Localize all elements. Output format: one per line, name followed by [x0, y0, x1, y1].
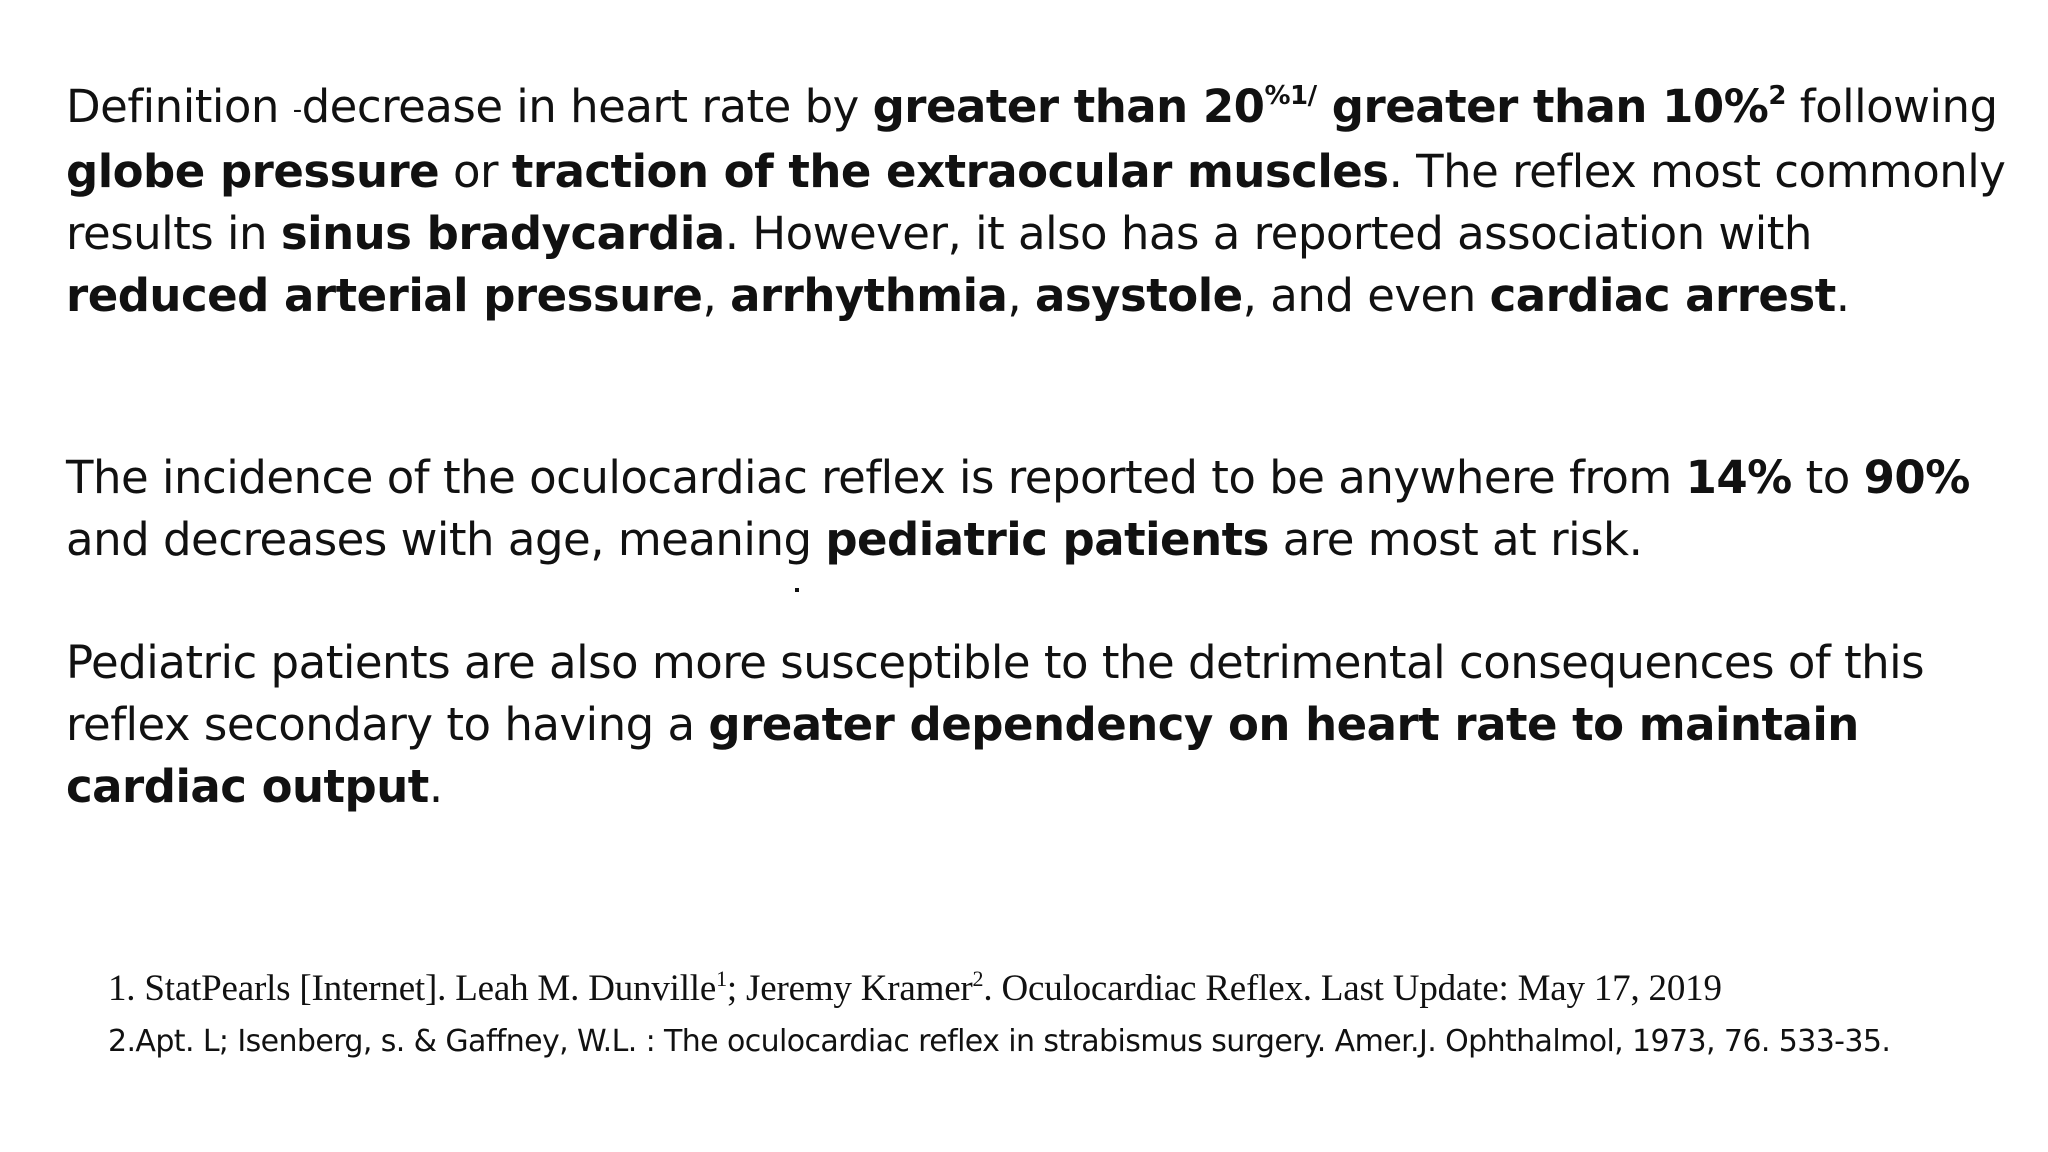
incidence-paragraph: The incidence of the oculocardiac reflex… — [66, 447, 2006, 571]
emphasis: arrhythmia — [730, 269, 1008, 322]
text-run: . — [1835, 269, 1850, 322]
text-run: 1. StatPearls [Internet]. Leah M. Dunvil… — [108, 968, 717, 1009]
reference-2: 2.Apt. L; Isenberg, s. & Gaffney, W.L. :… — [108, 1024, 1891, 1059]
emphasis: cardiac arrest — [1489, 269, 1837, 322]
text-run: . — [428, 760, 443, 813]
reference-1: 1. StatPearls [Internet]. Leah M. Dunvil… — [108, 964, 2028, 1014]
emphasis: pediatric patients — [825, 513, 1269, 566]
text-run: . However, it also has a reported associ… — [724, 207, 1813, 260]
text-run: following — [1785, 80, 1998, 133]
text-run: or — [439, 145, 512, 198]
text-run: and decreases with age, meaning — [66, 513, 826, 566]
text-run: decrease in heart rate by — [301, 80, 873, 133]
superscript: 1 — [716, 966, 727, 991]
text-run: , and even — [1242, 269, 1490, 322]
text-run: . Oculocardiac Reflex. Last Update: May … — [983, 968, 1722, 1009]
superscript: 2 — [972, 966, 984, 991]
superscript: %1/ — [1264, 81, 1318, 111]
emphasis: sinus bradycardia — [280, 207, 725, 260]
text-run: Pediatric patients are also more suscept… — [66, 636, 1925, 751]
text-run: ; Jeremy Kramer — [726, 968, 973, 1009]
emphasis: traction of the extraocular muscles — [511, 145, 1389, 198]
emphasis: greater dependency on heart rate to main… — [66, 698, 1859, 813]
text-run: Definition — [66, 80, 293, 133]
text-run: The incidence of the oculocardiac reflex… — [66, 451, 1686, 504]
references: 1. StatPearls [Internet]. Leah M. Dunvil… — [108, 964, 2028, 1070]
emphasis: greater than 10% — [1316, 80, 1769, 133]
susceptibility-paragraph: Pediatric patients are also more suscept… — [66, 632, 2006, 818]
emphasis: globe pressure — [66, 145, 440, 198]
text-run: , — [702, 269, 731, 322]
emphasis: reduced arterial pressure — [66, 269, 703, 322]
text-run: . The reflex most commonly results in — [66, 145, 2006, 260]
text-run: , — [1007, 269, 1036, 322]
emphasis: greater than 20 — [872, 80, 1265, 133]
text-run: - — [292, 95, 302, 125]
text-run: to — [1791, 451, 1864, 504]
text-run: are most at risk. — [1268, 513, 1643, 566]
definition-paragraph: Definition -decrease in heart rate by gr… — [66, 76, 2006, 327]
stray-dot — [795, 588, 799, 592]
emphasis: 90% — [1863, 451, 1971, 504]
superscript: 2 — [1768, 81, 1786, 111]
emphasis: asystole — [1035, 269, 1243, 322]
emphasis: 14% — [1685, 451, 1793, 504]
